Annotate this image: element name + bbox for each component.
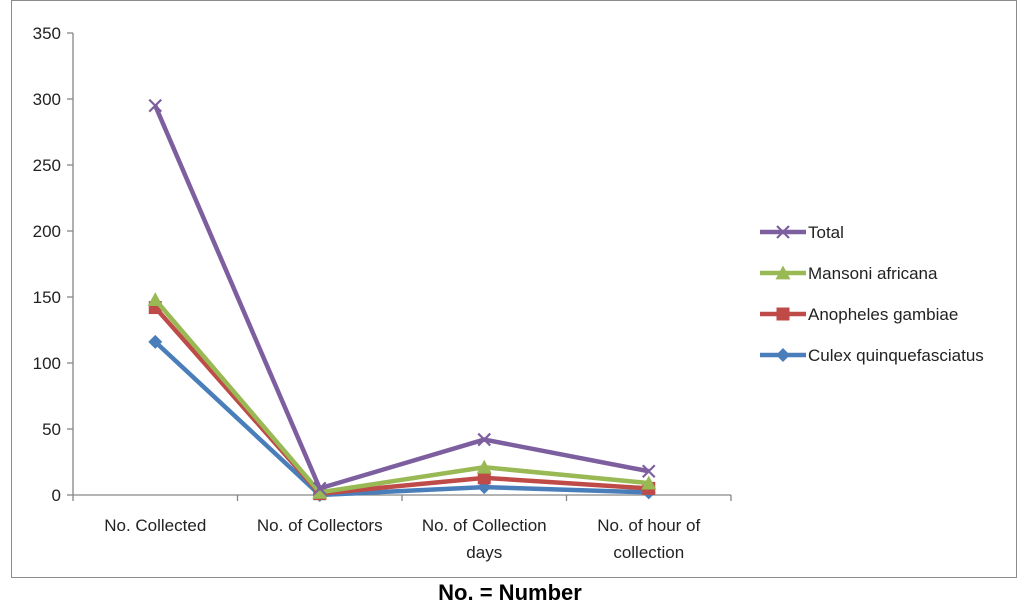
data-point-mansoni-africana: [476, 459, 492, 474]
y-tick-label: 50: [42, 420, 61, 439]
data-point-culex-quinquefasciatus: [148, 334, 163, 349]
series-line-total: [153, 104, 650, 491]
data-point-total: [148, 98, 163, 113]
data-point-mansoni-africana: [641, 475, 657, 490]
legend-label-total: Total: [808, 223, 844, 242]
data-point-total: [312, 481, 327, 496]
y-tick-label: 250: [33, 156, 61, 175]
x-tick-label: No. of Collection: [422, 516, 547, 535]
y-tick-label: 100: [33, 354, 61, 373]
y-tick-label: 300: [33, 90, 61, 109]
legend-label-mansoni-africana: Mansoni africana: [808, 264, 938, 283]
x-tick-label: collection: [613, 543, 684, 562]
line-chart: 0 50 100 150 200 250 300 350 No. Collected No. of…: [33, 24, 984, 562]
y-tick-label: 200: [33, 222, 61, 241]
data-point-total: [641, 464, 656, 479]
x-tick-label: days: [466, 543, 502, 562]
data-point-mansoni-africana: [312, 484, 328, 499]
data-point-anopheles-gambiae: [477, 471, 491, 485]
series-line-anopheles-gambiae: [153, 306, 649, 496]
data-point-total: [477, 432, 492, 447]
legend-marker-mansoni-africana: [775, 265, 791, 280]
x-tick-label: No. Collected: [104, 516, 206, 535]
chart-caption: No. = Number: [438, 580, 582, 605]
x-tick-label: No. of hour of: [597, 516, 700, 535]
legend-marker-culex-quinquefasciatus: [776, 348, 790, 362]
legend-label-culex-quinquefasciatus: Culex quinquefasciatus: [808, 346, 984, 365]
series-line-mansoni-africana: [153, 298, 649, 495]
legend-marker-anopheles-gambiae: [776, 307, 790, 321]
series-line-culex-quinquefasciatus: [153, 340, 649, 498]
y-tick-label: 350: [33, 24, 61, 43]
data-point-mansoni-africana: [147, 292, 163, 307]
x-tick-label: No. of Collectors: [257, 516, 383, 535]
legend-label-anopheles-gambiae: Anopheles gambiae: [808, 305, 958, 324]
y-tick-label: 0: [52, 486, 61, 505]
legend-marker-total: [776, 225, 790, 239]
y-tick-label: 150: [33, 288, 61, 307]
